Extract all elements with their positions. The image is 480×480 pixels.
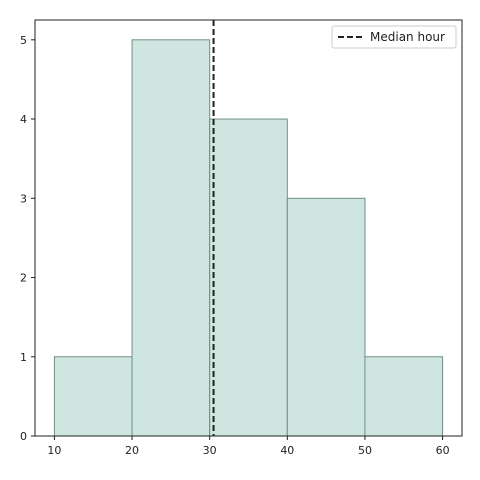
legend-box — [331, 25, 457, 49]
histogram-bar-4 — [286, 197, 366, 437]
x-tick-label: 40 — [280, 444, 294, 457]
legend-label-median-hour: Median hour — [370, 30, 445, 44]
x-tick-label: 20 — [125, 444, 139, 457]
y-tick-label: 2 — [20, 272, 27, 285]
y-tick-label: 5 — [20, 34, 27, 47]
y-tick-label: 0 — [20, 430, 27, 443]
histogram-bar-3 — [209, 118, 288, 437]
y-tick-label: 1 — [20, 351, 27, 364]
plot-frame — [34, 19, 463, 437]
y-tick-label: 4 — [20, 113, 27, 126]
histogram-bar-2 — [131, 39, 211, 437]
legend: Median hour — [331, 25, 457, 49]
histogram-bar-1 — [53, 356, 133, 437]
bars-layer — [53, 39, 444, 437]
x-tick-label: 60 — [436, 444, 450, 457]
axes-layer — [34, 19, 463, 437]
histogram-bar-5 — [364, 356, 444, 437]
x-tick-label: 50 — [358, 444, 372, 457]
x-tick-label: 30 — [203, 444, 217, 457]
x-tick-label: 10 — [47, 444, 61, 457]
ticks-layer: 10 20 30 40 50 60 0 1 2 3 4 5 — [20, 34, 450, 457]
y-tick-label: 3 — [20, 192, 27, 205]
